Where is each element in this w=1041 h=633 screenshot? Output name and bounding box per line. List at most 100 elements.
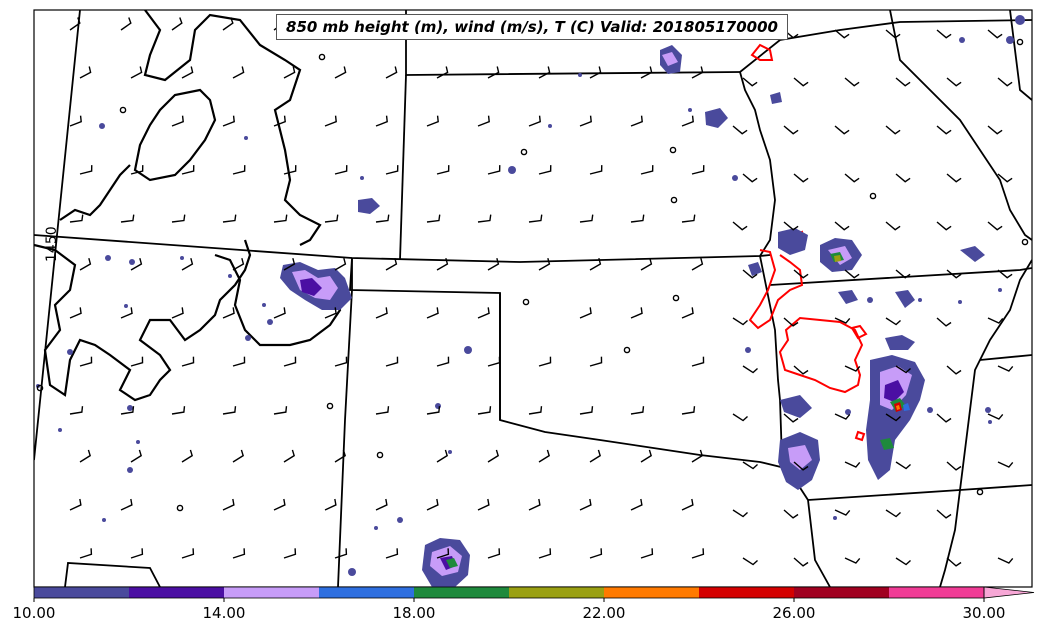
- wind-barb: [589, 258, 602, 271]
- wind-barb: [130, 165, 144, 175]
- wind-barb: [120, 214, 135, 223]
- wind-barb: [130, 548, 144, 559]
- wind-barb: [997, 557, 1014, 564]
- utah-colorado-border: [34, 10, 81, 461]
- colorbar-extend-arrow: [983, 586, 1035, 599]
- contour-1450-central: [214, 253, 342, 347]
- wind-barb: [283, 258, 296, 271]
- oklahoma-border: [349, 257, 809, 479]
- colorbar-tick-label: 30.00: [962, 604, 1006, 622]
- wind-barb: [436, 356, 450, 367]
- wind-barb: [334, 548, 348, 559]
- contour-1450-loop: [133, 88, 217, 182]
- wind-barb: [640, 165, 654, 175]
- wind-barb: [895, 173, 911, 183]
- wind-barb: [538, 548, 552, 559]
- wind-barb: [579, 115, 592, 127]
- calm-wind-marker: [672, 294, 680, 302]
- wind-barb: [885, 125, 901, 135]
- wind-barb: [487, 548, 501, 559]
- wind-barb: [334, 165, 348, 175]
- wind-barb: [283, 449, 296, 463]
- wind-barb: [120, 307, 133, 319]
- colorbar-swatch: [34, 587, 129, 598]
- wind-barb: [732, 317, 748, 326]
- colorbar: [33, 586, 1035, 602]
- wind-barb: [222, 307, 235, 319]
- wind-barb: [895, 77, 911, 87]
- wind-barb: [987, 413, 1004, 420]
- map-title: 850 mb height (m), wind (m/s), T (C) Val…: [276, 14, 788, 40]
- wind-barb: [324, 307, 337, 319]
- calm-wind-marker: [318, 53, 326, 61]
- wind-barb: [222, 115, 235, 127]
- temp-contour-4: [748, 249, 804, 330]
- wind-barb: [334, 449, 347, 463]
- wind-barb: [171, 115, 184, 127]
- wind-barb: [171, 307, 184, 319]
- wind-barb: [528, 406, 543, 415]
- wind-barb: [834, 221, 850, 231]
- wind-barb: [987, 29, 1003, 39]
- wind-barb: [640, 449, 653, 463]
- colorbar-swatch: [794, 587, 889, 598]
- wind-barb: [742, 557, 758, 566]
- wind-barb: [232, 548, 246, 559]
- wind-barb: [79, 258, 92, 271]
- wind-barb: [222, 498, 235, 511]
- wind-barb: [171, 214, 186, 223]
- wind-barb: [283, 548, 297, 559]
- wind-barb: [987, 125, 1003, 135]
- wind-barb: [375, 214, 390, 223]
- temp-contour-5: [778, 316, 864, 394]
- wind-barb: [426, 498, 439, 511]
- wind-barb: [783, 317, 799, 327]
- colorbar-swatch: [509, 587, 604, 598]
- echo-shading: [36, 15, 1025, 587]
- wind-barb: [426, 307, 439, 319]
- wind-barb: [997, 173, 1013, 183]
- wind-barb: [69, 406, 84, 415]
- wind-barb: [120, 498, 133, 511]
- mississippi-river-upper: [889, 10, 1032, 241]
- wind-barb: [334, 66, 347, 79]
- wind-barb: [436, 66, 449, 79]
- wind-barb: [181, 449, 194, 463]
- wind-barb: [895, 557, 911, 566]
- wind-barb: [691, 356, 705, 367]
- wind-barb: [324, 214, 339, 223]
- wind-barb: [691, 449, 704, 463]
- calm-wind-marker: [1021, 238, 1029, 246]
- calm-wind-marker: [670, 196, 678, 204]
- wind-barb: [844, 77, 860, 87]
- wind-barb: [844, 461, 861, 468]
- wind-barb: [528, 115, 541, 127]
- wind-barb: [793, 269, 809, 279]
- wind-barb: [885, 29, 901, 39]
- wind-barb: [130, 449, 143, 463]
- wind-barb: [538, 165, 552, 175]
- wind-barb: [79, 356, 93, 367]
- wind-barb: [528, 214, 543, 223]
- wind-barb: [997, 461, 1014, 468]
- wind-barb: [273, 307, 286, 319]
- wind-barb: [375, 406, 390, 415]
- wind-barb: [946, 557, 962, 567]
- wind-barb: [946, 77, 962, 87]
- wind-barb: [385, 165, 399, 175]
- colorbar-outline: [33, 586, 985, 599]
- wind-barb: [936, 413, 952, 423]
- illinois-border: [1009, 10, 1032, 101]
- contour-small: [59, 164, 131, 221]
- wind-barb: [273, 498, 286, 511]
- colorbar-swatch: [889, 587, 984, 598]
- map-frame: [33, 9, 1033, 588]
- wind-barb: [987, 317, 1004, 324]
- wind-barb: [385, 548, 399, 559]
- wind-barb: [477, 498, 490, 511]
- wind-barb: [538, 66, 551, 79]
- wind-barb: [181, 66, 194, 79]
- wind-barb: [436, 258, 449, 271]
- wind-barb: [732, 125, 748, 135]
- temp-contour-6: [850, 324, 868, 340]
